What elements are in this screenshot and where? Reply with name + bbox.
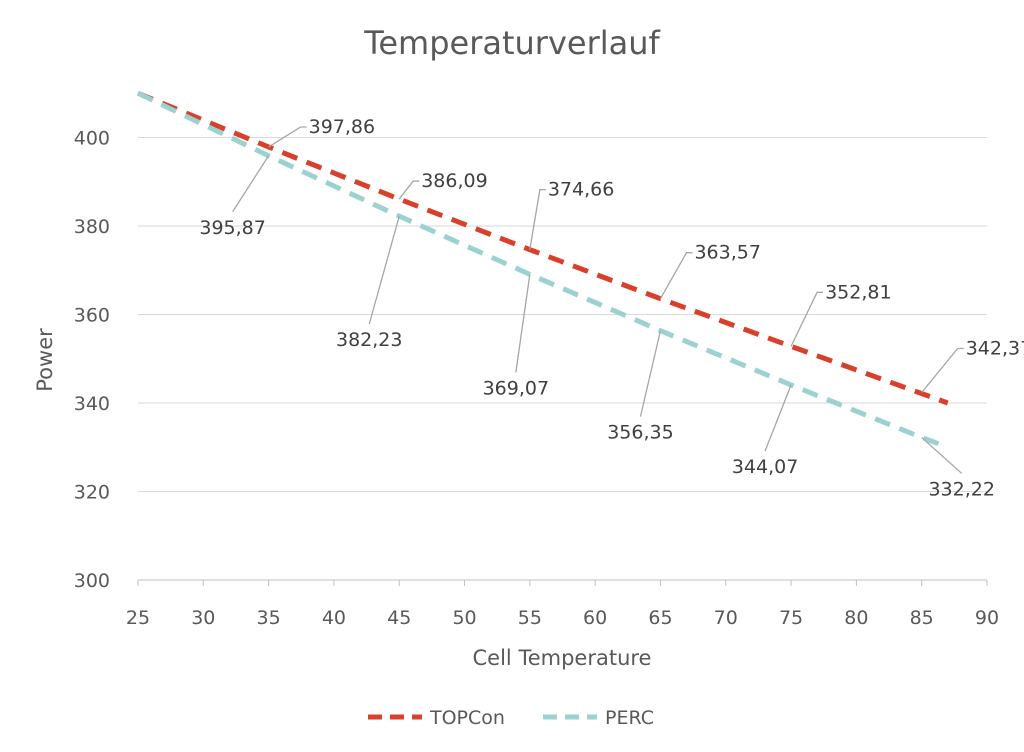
y-axis-title: Power: [33, 328, 57, 392]
x-tick-label: 40: [322, 607, 346, 629]
x-tick-label: 60: [583, 607, 607, 629]
data-label: 332,22: [928, 478, 994, 500]
legend-label-topcon: TOPCon: [429, 707, 505, 729]
x-tick-label: 35: [257, 607, 281, 629]
x-tick-label: 90: [975, 607, 999, 629]
x-tick-label: 75: [779, 607, 803, 629]
chart-title: Temperaturverlauf: [363, 24, 660, 62]
series-line-perc: [136, 90, 949, 450]
series-line-topcon: [137, 90, 949, 406]
legend: TOPCon PERC: [368, 707, 654, 729]
gridlines: [138, 137, 987, 492]
x-tick-label: 65: [648, 607, 672, 629]
data-label: 397,86: [309, 116, 375, 138]
leader-line: [529, 188, 546, 250]
x-tick-label: 45: [387, 607, 411, 629]
data-label: 386,09: [421, 170, 487, 192]
y-tick-label: 300: [74, 570, 110, 592]
data-label: 395,87: [199, 217, 265, 239]
y-tick-label: 360: [74, 305, 110, 327]
data-label: 352,81: [825, 281, 891, 303]
data-label: 369,07: [483, 377, 549, 399]
leader-line: [639, 330, 662, 417]
x-tick-label: 30: [191, 607, 215, 629]
leader-line: [659, 252, 693, 300]
axes: 300 320 340 360 380 400 25 30 35 40 45 50 55 60 65 70 75…: [74, 128, 999, 630]
data-label: 356,35: [607, 422, 673, 444]
leader-line: [515, 274, 531, 373]
leader-line: [921, 436, 963, 474]
data-label: 374,66: [548, 179, 614, 201]
leader-line: [790, 291, 824, 347]
x-tick-label: 80: [844, 607, 868, 629]
x-tick-label: 25: [126, 607, 150, 629]
x-tick-label: 85: [910, 607, 934, 629]
x-tick-label: 55: [518, 607, 542, 629]
data-labels: 397,86 386,09 374,66 363,57 352,81 342,37 395,…: [199, 116, 1024, 500]
leader-line: [368, 215, 400, 325]
leader-line: [921, 347, 964, 393]
data-label: 363,57: [694, 242, 760, 264]
y-tick-label: 320: [74, 482, 110, 504]
x-tick-label: 70: [714, 607, 738, 629]
data-label: 382,23: [336, 329, 402, 351]
legend-label-perc: PERC: [605, 707, 654, 729]
y-tick-label: 400: [74, 128, 110, 150]
data-label: 344,07: [732, 456, 798, 478]
y-tick-label: 340: [74, 393, 110, 415]
leader-line: [398, 180, 420, 200]
leader-line: [764, 384, 792, 452]
leader-line: [232, 155, 270, 213]
leader-line: [268, 126, 307, 148]
x-tick-label: 50: [452, 607, 476, 629]
x-axis-title: Cell Temperature: [473, 646, 652, 670]
data-label: 342,37: [966, 338, 1024, 360]
y-tick-label: 380: [74, 216, 110, 238]
